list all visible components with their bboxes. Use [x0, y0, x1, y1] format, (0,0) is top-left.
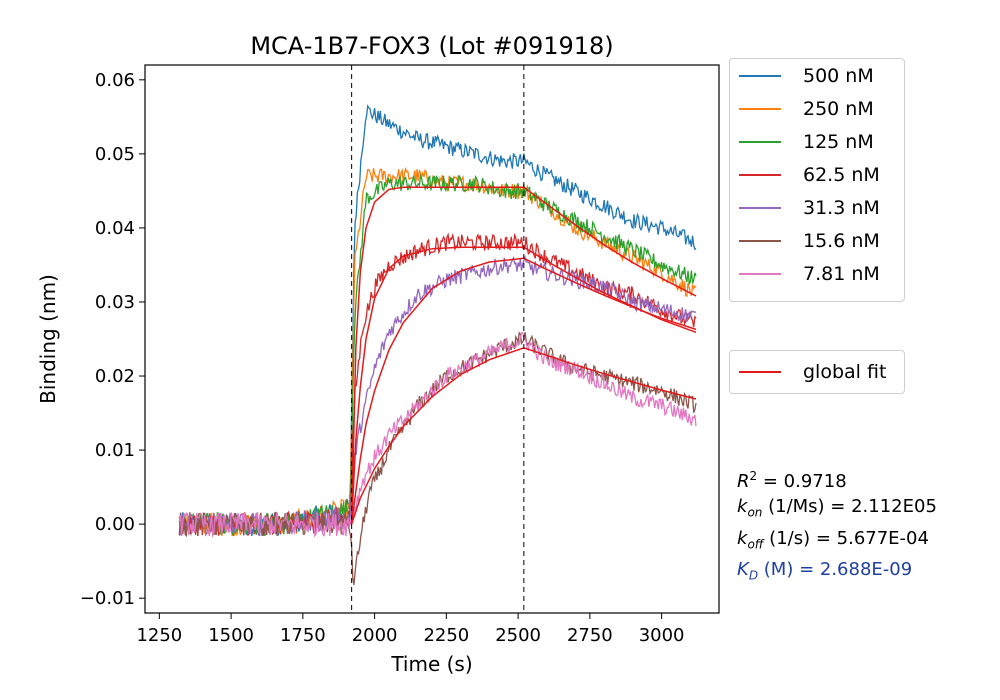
series-legend: 500 nM 250 nM 125 nM 62.5 nM 31.3 nM 15.…	[729, 58, 905, 302]
legend-swatch	[739, 207, 781, 209]
series-line	[178, 331, 697, 586]
y-tick-label: 0.00	[95, 514, 135, 535]
y-tick-label: 0.04	[95, 218, 135, 239]
x-axis-label: Time (s)	[390, 652, 472, 676]
x-tick-label: 3000	[639, 625, 685, 646]
legend-swatch	[739, 174, 781, 176]
r-squared-line: R2 = 0.9718	[737, 464, 937, 494]
y-tick-label: −0.01	[80, 588, 135, 609]
koff-symbol: k	[737, 527, 748, 549]
koff-subscript: off	[747, 537, 764, 552]
y-tick-label: 0.05	[95, 144, 135, 165]
y-tick-label: 0.06	[95, 70, 135, 91]
legend-label: 15.6 nM	[803, 230, 880, 252]
legend-item: 250 nM	[730, 98, 874, 120]
kd-subscript: D	[748, 568, 759, 583]
legend-swatch	[739, 75, 781, 77]
legend-swatch	[739, 141, 781, 143]
legend-label: 500 nM	[803, 65, 874, 87]
r-squared-exponent: 2	[749, 469, 758, 483]
y-tick-label: 0.01	[95, 440, 135, 461]
x-tick-label: 2250	[423, 625, 469, 646]
series-line	[178, 173, 697, 537]
kd-line: KD (M) = 2.688E-09	[737, 557, 937, 589]
x-tick-label: 1500	[208, 625, 254, 646]
series-line	[178, 331, 697, 539]
legend-label: 62.5 nM	[803, 164, 880, 186]
legend-item: global fit	[730, 361, 886, 383]
plot-frame	[144, 64, 720, 614]
kon-line: kon (1/Ms) = 2.112E05	[737, 494, 937, 526]
koff-line: koff (1/s) = 5.677E-04	[737, 526, 937, 558]
legend-label: 250 nM	[803, 98, 874, 120]
legend-swatch	[739, 273, 781, 275]
legend-item: 31.3 nM	[730, 197, 880, 219]
legend-label: global fit	[803, 361, 887, 383]
y-tick-label: 0.03	[95, 292, 135, 313]
legend-item: 125 nM	[730, 131, 874, 153]
fit-statistics: R2 = 0.9718 kon (1/Ms) = 2.112E05 koff (…	[737, 464, 937, 589]
x-tick-label: 1250	[136, 625, 182, 646]
plot-area	[178, 65, 697, 613]
series-line	[178, 104, 697, 537]
legend-item: 15.6 nM	[730, 230, 880, 252]
fit-curve	[350, 347, 697, 525]
legend-label: 7.81 nM	[803, 263, 880, 285]
chart-title: MCA-1B7-FOX3 (Lot #091918)	[250, 32, 613, 60]
r-squared-symbol: R	[737, 471, 750, 492]
series-line	[178, 255, 697, 537]
x-tick-label: 2750	[567, 625, 613, 646]
fit-legend: global fit	[729, 350, 905, 394]
kd-value: (M) = 2.688E-09	[758, 559, 913, 581]
legend-swatch	[739, 371, 781, 373]
series-line	[178, 166, 697, 536]
axes: 1250 1500 1750 2000 2250 2500 2750 3000 −0.01 0.0…	[80, 70, 685, 646]
legend-label: 125 nM	[803, 131, 874, 153]
legend-item: 500 nM	[730, 65, 874, 87]
kon-value: (1/Ms) = 2.112E05	[762, 496, 937, 517]
fit-curve	[350, 186, 697, 525]
kd-symbol: K	[737, 559, 749, 581]
legend-item: 7.81 nM	[730, 263, 880, 285]
y-axis-label: Binding (nm)	[36, 274, 60, 404]
r-squared-value: = 0.9718	[757, 471, 847, 492]
fit-curve	[350, 257, 697, 525]
x-tick-label: 1750	[280, 625, 326, 646]
y-tick-label: 0.02	[95, 366, 135, 387]
kon-subscript: on	[747, 505, 763, 520]
koff-value: (1/s) = 5.677E-04	[763, 527, 929, 549]
x-tick-label: 2000	[352, 625, 398, 646]
legend-item: 62.5 nM	[730, 164, 880, 186]
legend-swatch	[739, 240, 781, 242]
kon-symbol: k	[737, 496, 748, 517]
legend-label: 31.3 nM	[803, 197, 880, 219]
x-tick-label: 2500	[495, 625, 541, 646]
fit-curve	[350, 246, 697, 525]
legend-swatch	[739, 108, 781, 110]
